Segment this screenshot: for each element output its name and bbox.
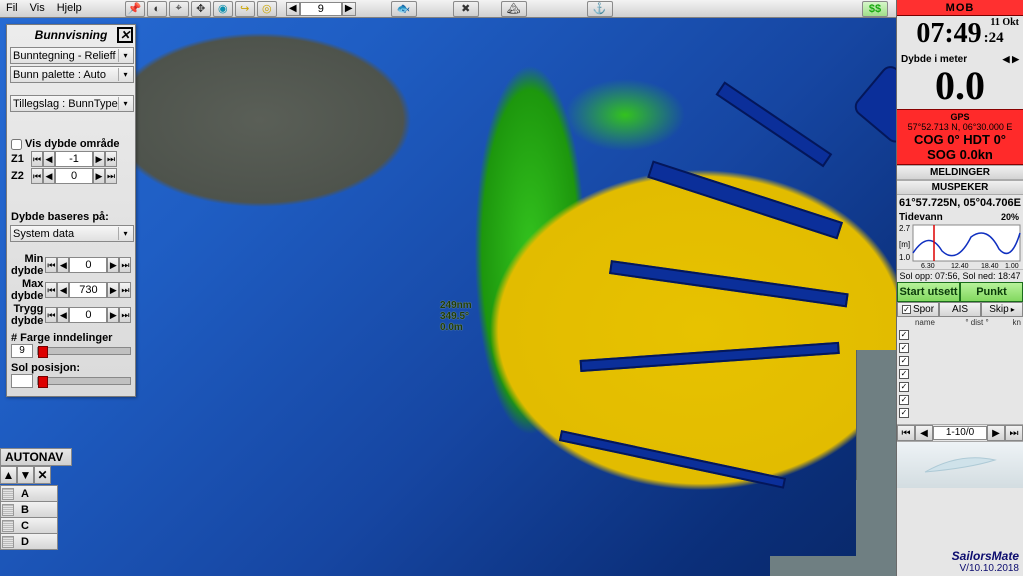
- target-icon[interactable]: ⌖: [169, 1, 189, 17]
- page-prev-icon[interactable]: ◀: [915, 425, 933, 441]
- zoom-spin[interactable]: ◀ ▶: [286, 2, 356, 16]
- chevron-down-icon: ▾: [118, 49, 132, 62]
- colordiv-slider[interactable]: [37, 347, 131, 355]
- autonav-close-icon[interactable]: ✕: [34, 466, 51, 484]
- contrast-icon[interactable]: ◐: [147, 1, 167, 17]
- overlay-combo[interactable]: Tillegslag : BunnType▾: [10, 95, 134, 112]
- mouse-coord: 61°57.725N, 05°04.706E: [897, 195, 1023, 211]
- dollar-icon[interactable]: $$: [862, 1, 888, 17]
- svg-text:6.30: 6.30: [921, 263, 935, 269]
- colordiv-label: # Farge inndelinger: [7, 330, 135, 344]
- mob-button[interactable]: MOB: [897, 0, 1023, 16]
- depth-value: 0.0: [897, 65, 1023, 109]
- cross-icon[interactable]: ✖: [453, 1, 479, 17]
- autonav-row-b[interactable]: B: [0, 501, 58, 518]
- colordiv-value: 9: [11, 344, 33, 358]
- autonav-label: AUTONAV: [0, 448, 72, 466]
- svg-text:18.40: 18.40: [981, 263, 999, 269]
- messages-header[interactable]: MELDINGER: [897, 165, 1023, 180]
- z1-label: Z1: [11, 153, 29, 165]
- chevron-down-icon: ▾: [118, 227, 132, 240]
- based-on-label: Dybde baseres på:: [7, 209, 135, 223]
- z1-stepper[interactable]: ⏮◀ ▶⏭: [31, 151, 117, 167]
- svg-text:2.7: 2.7: [899, 224, 911, 233]
- tab-ais[interactable]: AIS: [939, 302, 981, 317]
- safe-depth-stepper[interactable]: ⏮◀▶⏭: [45, 307, 131, 323]
- autonav-row-c[interactable]: C: [0, 517, 58, 534]
- page-next-icon[interactable]: ▶: [987, 425, 1005, 441]
- autonav-row-d[interactable]: D: [0, 533, 58, 550]
- start-deploy-button[interactable]: Start utsett: [897, 282, 960, 302]
- zoom-prev-icon[interactable]: ◀: [286, 2, 300, 16]
- list-header: name° dist °kn: [897, 317, 1023, 328]
- menu-help[interactable]: Hjelp: [51, 0, 88, 17]
- svg-text:12.40: 12.40: [951, 263, 969, 269]
- autonav-row-a[interactable]: A: [0, 485, 58, 502]
- logo-area: [897, 442, 1023, 488]
- close-icon[interactable]: ✕: [117, 27, 133, 43]
- tab-track[interactable]: ✓Spor: [897, 302, 939, 317]
- menu-bar: Fil Vis Hjelp 📌 ◐ ⌖ ✥ ◉ ↪ ◎ ◀ ▶ 🐟 ✖ 🏔 ⚓ …: [0, 0, 1023, 18]
- svg-text:1.00: 1.00: [1005, 263, 1019, 269]
- brand: SailorsMate V/10.10.2018: [952, 549, 1019, 574]
- bottom-view-panel: Bunnvisning ✕ Bunntegning - Relieff▾ Bun…: [6, 24, 136, 397]
- max-depth-label: Max dybde: [11, 278, 43, 302]
- autonav-up-icon[interactable]: ▲: [0, 466, 17, 484]
- terrain-icon[interactable]: 🏔: [501, 1, 527, 17]
- zoom-next-icon[interactable]: ▶: [342, 2, 356, 16]
- cursor-readout: 249nm 349.5° 0.0m: [440, 300, 472, 333]
- safe-depth-label: Trygg dybde: [11, 303, 43, 327]
- page-first-icon[interactable]: ⏮: [897, 425, 915, 441]
- menu-file[interactable]: Fil: [0, 0, 24, 17]
- pan-icon[interactable]: ✥: [191, 1, 211, 17]
- chevron-down-icon: ▾: [118, 97, 132, 110]
- tab-ship[interactable]: Skip▸: [981, 302, 1023, 317]
- menu-view[interactable]: Vis: [24, 0, 51, 17]
- sunpos-slider[interactable]: [37, 377, 131, 385]
- max-depth-stepper[interactable]: ⏮◀▶⏭: [45, 282, 131, 298]
- tide-chart: 2.7 [m] 1.0 6.30 12.40 18.40 1.00: [899, 223, 1022, 269]
- pin-icon[interactable]: 📌: [125, 1, 145, 17]
- clock: 07:49 :24 11 Okt: [897, 16, 1023, 54]
- list-pager[interactable]: ⏮ ◀ 1-10/0 ▶ ⏭: [897, 424, 1023, 442]
- right-panel: MOB 07:49 :24 11 Okt Dybde i meter◀ ▶ 0.…: [896, 0, 1023, 576]
- gps-block: GPS 57°52.713 N, 06°30.000 E COG 0° HDT …: [897, 109, 1023, 165]
- sunpos-label: Sol posisjon:: [7, 360, 135, 374]
- source-combo[interactable]: System data▾: [10, 225, 134, 242]
- sun-icon[interactable]: ◎: [257, 1, 277, 17]
- fish-icon[interactable]: 🐟: [391, 1, 417, 17]
- page-last-icon[interactable]: ⏭: [1005, 425, 1023, 441]
- palette-combo[interactable]: Bunn palette : Auto▾: [10, 66, 134, 83]
- z2-label: Z2: [11, 170, 29, 182]
- radar-icon[interactable]: ◉: [213, 1, 233, 17]
- svg-text:[m]: [m]: [899, 240, 910, 249]
- sun-times: Sol opp: 07:56, Sol ned: 18:47: [897, 269, 1023, 282]
- show-depth-checkbox[interactable]: Vis dybde område: [11, 138, 131, 150]
- nautical-chart[interactable]: 249nm 349.5° 0.0m: [0, 0, 1023, 576]
- zoom-value[interactable]: [300, 2, 342, 16]
- anchor-icon[interactable]: ⚓: [587, 1, 613, 17]
- drawing-combo[interactable]: Bunntegning - Relieff▾: [10, 47, 134, 64]
- chevron-down-icon: ▾: [118, 68, 132, 81]
- panel-title: Bunnvisning: [35, 28, 108, 42]
- route-icon[interactable]: ↪: [235, 1, 255, 17]
- mousepointer-header: MUSPEKER: [897, 180, 1023, 195]
- sunpos-value: [11, 374, 33, 388]
- svg-text:1.0: 1.0: [899, 253, 911, 262]
- autonav-down-icon[interactable]: ▼: [17, 466, 34, 484]
- track-list: ✓ ✓ ✓ ✓ ✓ ✓ ✓: [897, 328, 1023, 424]
- z2-stepper[interactable]: ⏮◀ ▶⏭: [31, 168, 117, 184]
- min-depth-label: Min dybde: [11, 253, 43, 277]
- tide-block: Tidevann20% 2.7 [m] 1.0 6.30 12.40 18.40…: [897, 211, 1023, 269]
- autonav-list: A B C D: [0, 486, 58, 550]
- min-depth-stepper[interactable]: ⏮◀▶⏭: [45, 257, 131, 273]
- point-button[interactable]: Punkt: [960, 282, 1023, 302]
